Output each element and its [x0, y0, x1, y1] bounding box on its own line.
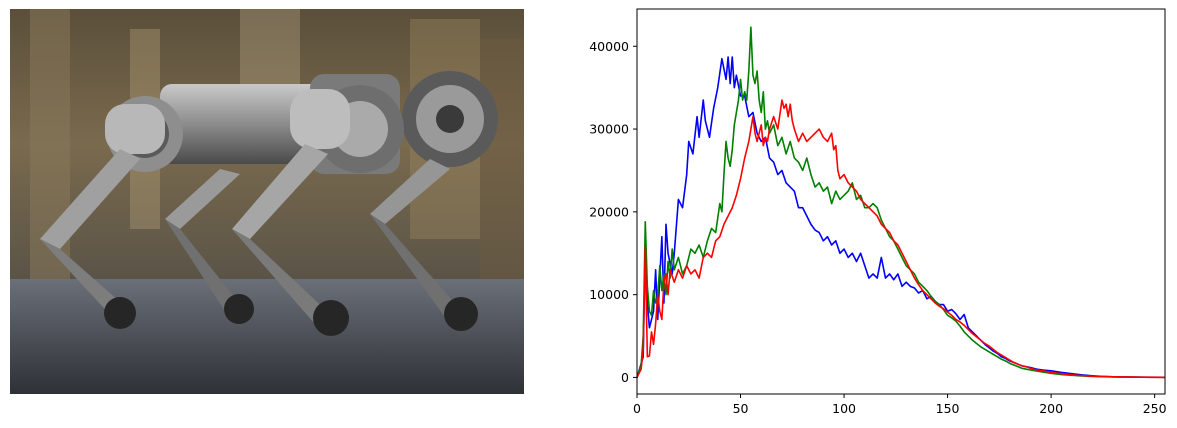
y-tick-label: 30000 — [589, 122, 629, 137]
robot-photo — [10, 9, 524, 394]
x-tick-label: 50 — [733, 401, 749, 416]
x-tick-label: 0 — [633, 401, 641, 416]
y-tick-label: 10000 — [589, 287, 629, 302]
x-tick-label: 100 — [832, 401, 856, 416]
y-tick-label: 0 — [621, 370, 629, 385]
y-tick-label: 40000 — [589, 39, 629, 54]
x-tick-label: 250 — [1143, 401, 1167, 416]
histogram-chart: 0 50 100 150 200 250 0 10000 20000 30000 40000 — [570, 0, 1177, 428]
histogram-svg: 0 50 100 150 200 250 0 10000 20000 30000 40000 — [589, 8, 1167, 416]
x-tick-label: 150 — [936, 401, 960, 416]
y-tick-label: 20000 — [589, 204, 629, 219]
x-tick-label: 200 — [1039, 401, 1063, 416]
series-line-0 — [636, 56, 1166, 379]
series-line-2 — [636, 99, 1166, 379]
plot-frame — [636, 8, 1166, 395]
robot-photo-illustration — [10, 9, 524, 394]
series-line-1 — [636, 26, 1166, 379]
